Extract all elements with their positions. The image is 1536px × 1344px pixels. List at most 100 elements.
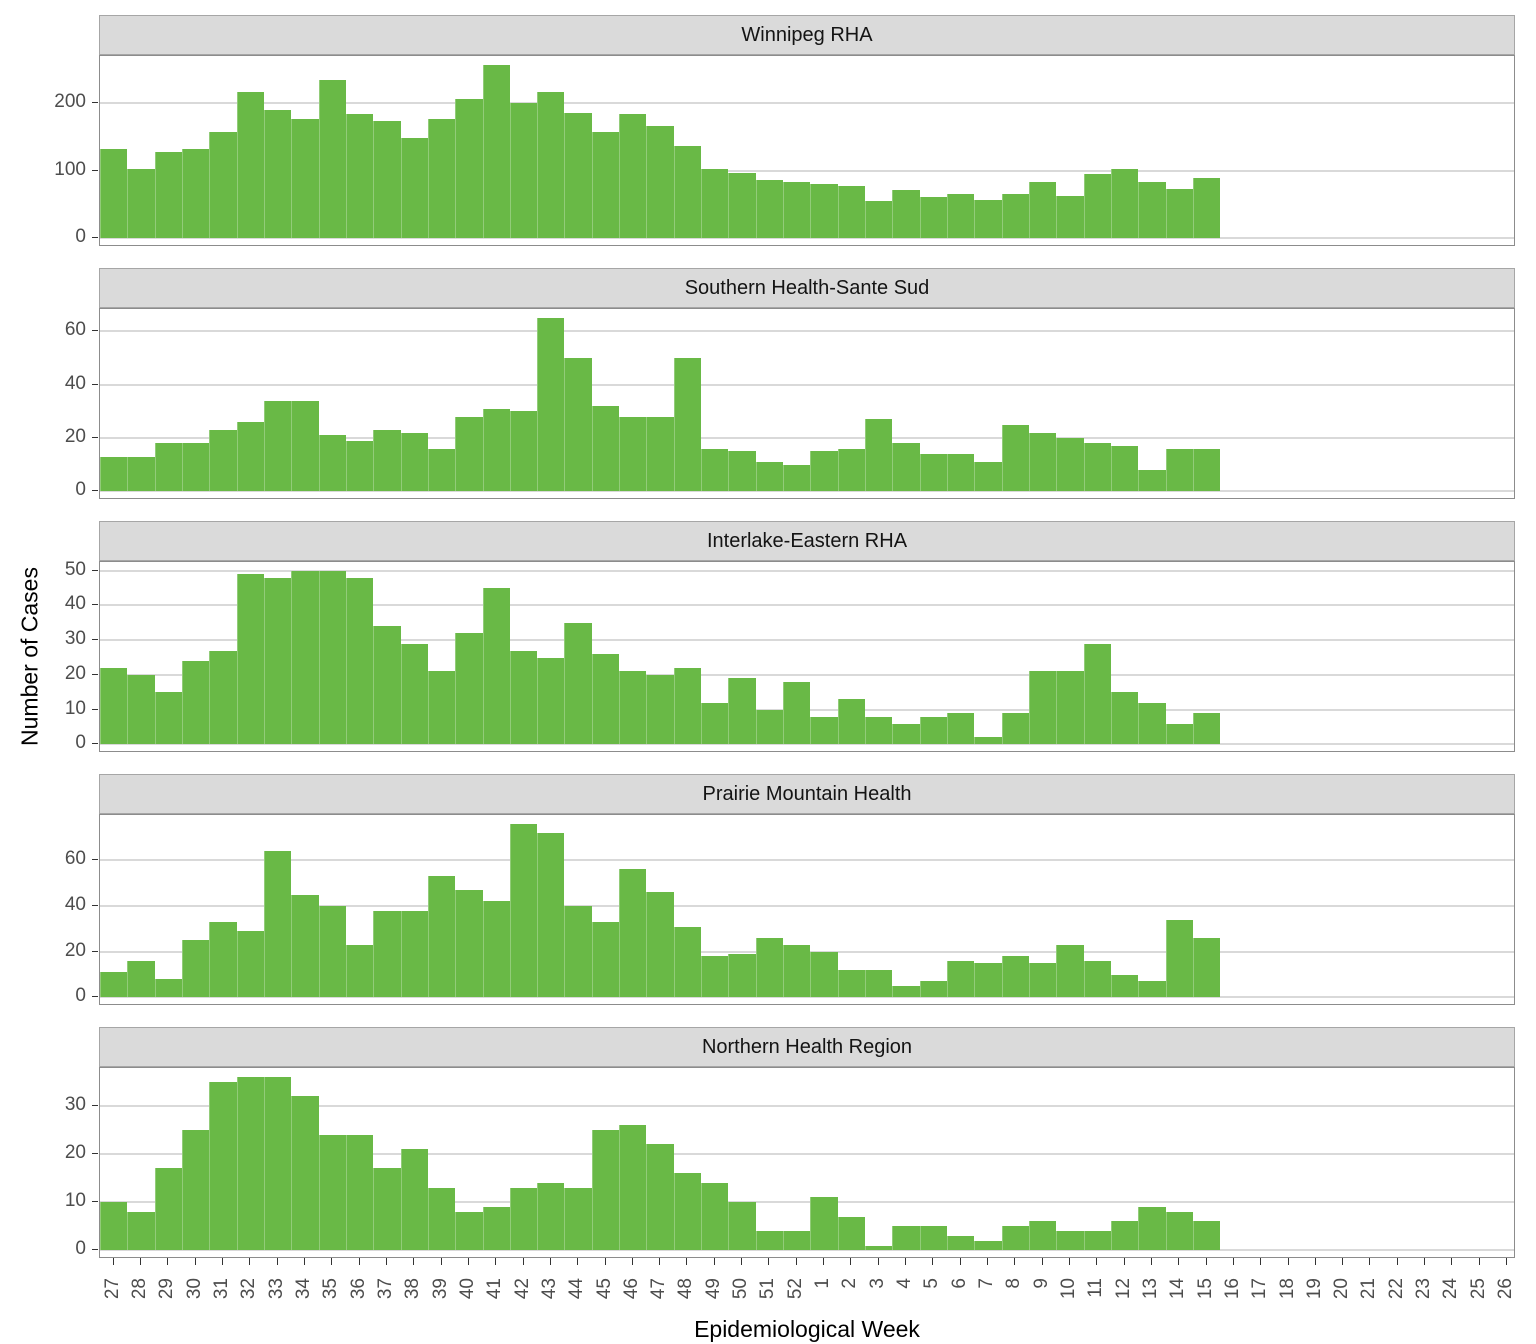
bar [1083,960,1111,998]
bar [946,960,975,998]
y-tick-label: 20 [64,939,86,961]
y-gridline [100,383,1514,386]
bar [236,1076,264,1251]
y-tick-mark [92,237,98,239]
facet-strip: Winnipeg RHA [99,15,1515,55]
y-gridline [100,436,1514,439]
x-tick-mark [1287,1258,1289,1265]
y-tick-mark [92,436,98,438]
y-tick-mark [92,673,98,675]
bar [1083,1231,1111,1251]
y-axis-title: Number of Cases [16,566,43,746]
bar [427,448,456,492]
bar [591,654,620,745]
x-axis-title: Epidemiological Week [694,1316,920,1342]
y-gridline [100,639,1514,642]
x-tick-mark [1178,1258,1180,1265]
y-tick-label: 30 [64,1093,86,1115]
bar [673,1173,702,1251]
bar [182,940,210,998]
bar [946,1235,975,1251]
x-tick-mark [413,1258,415,1265]
bar [673,146,702,239]
bar [100,972,128,998]
bar [1138,981,1166,998]
x-tick-mark [358,1258,360,1265]
x-tick-mark [522,1258,524,1265]
y-gridline [100,102,1514,105]
bar [291,1096,319,1251]
bar [646,892,674,998]
bar [1138,182,1166,239]
bar [455,416,483,492]
y-tick-mark [92,383,98,385]
bar [482,901,510,998]
bar [865,716,893,745]
bar [400,910,428,998]
bar [837,1216,865,1251]
bar [865,419,893,492]
bar [646,126,674,239]
y-tick-mark [92,859,98,861]
bar [1192,713,1221,745]
bar [755,461,784,492]
y-tick-label: 40 [64,372,86,394]
bar [427,876,456,998]
bar [564,1187,592,1251]
bar [400,643,428,745]
bar [100,148,128,239]
x-tick-mark [440,1258,442,1265]
bar [209,131,237,239]
bar [919,1226,947,1251]
bar [1165,189,1193,239]
y-tick-label: 20 [64,1141,86,1163]
bar [564,905,592,998]
bar [509,1187,538,1251]
y-gridline [100,1201,1514,1204]
bar [919,197,947,239]
y-gridline [100,569,1514,572]
bar [345,1134,374,1251]
x-tick-mark [1014,1258,1016,1265]
y-gridline [100,490,1514,493]
bar [837,448,865,492]
y-tick-label: 60 [64,319,86,340]
bar [1028,671,1057,745]
bar [291,118,319,239]
bar [919,453,947,492]
bar [209,921,237,998]
y-tick-label: 60 [64,848,86,870]
bar [619,114,647,239]
bar [236,92,264,239]
bar [728,1202,756,1251]
bar [783,681,811,745]
bar [1165,448,1193,492]
bar [810,1197,838,1251]
bar [373,910,401,998]
bar [892,1226,920,1251]
x-tick-mark [1342,1258,1344,1265]
bar [400,1149,428,1251]
bar [783,464,811,492]
y-tick-mark [92,1249,98,1251]
x-tick-mark [686,1258,688,1265]
bar [291,400,319,492]
bar [646,416,674,492]
bar [209,650,237,745]
facet-panel [99,55,1515,246]
bar [837,969,865,998]
facet-strip: Prairie Mountain Health [99,774,1515,814]
y-gridline [100,169,1514,172]
bar [1056,437,1084,492]
y-tick-mark [92,904,98,906]
facet-panel [99,1067,1515,1258]
bar [810,951,838,998]
y-gridline [100,859,1514,862]
x-tick-mark [276,1258,278,1265]
bar [1001,713,1029,745]
bar [919,716,947,745]
bar [1028,1221,1057,1251]
x-tick-mark [631,1258,633,1265]
bar [673,667,702,745]
bar [919,981,947,998]
